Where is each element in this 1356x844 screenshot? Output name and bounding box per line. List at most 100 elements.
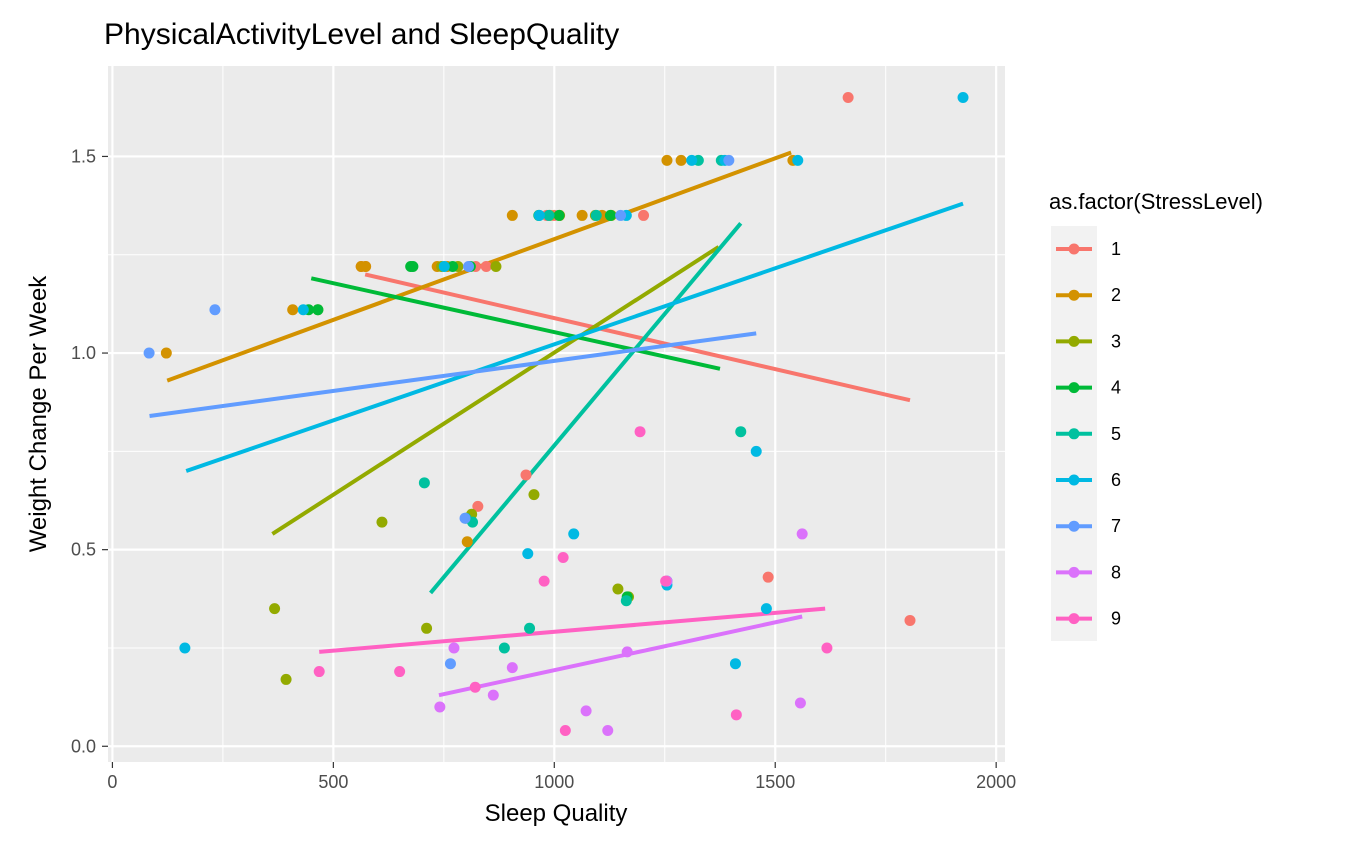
y-tick-label: 0.0: [71, 736, 96, 756]
data-point-stress-2: [506, 209, 518, 221]
data-point-stress-2: [360, 261, 372, 273]
y-tick-label: 1.5: [71, 146, 96, 166]
legend-label-8: 8: [1111, 562, 1121, 582]
data-point-stress-3: [612, 583, 624, 595]
data-point-stress-9: [538, 575, 550, 587]
data-point-stress-5: [590, 209, 602, 221]
legend-title: as.factor(StressLevel): [1049, 189, 1263, 214]
data-point-stress-1: [520, 469, 532, 481]
data-point-stress-6: [792, 154, 804, 166]
data-point-stress-7: [723, 154, 735, 166]
data-point-stress-9: [730, 709, 742, 721]
data-point-stress-7: [444, 658, 456, 670]
data-point-stress-6: [568, 528, 580, 540]
data-point-stress-8: [602, 725, 614, 737]
data-point-stress-6: [522, 548, 534, 560]
legend-key-point-5: [1068, 428, 1080, 440]
trend-line-stress-7: [149, 331, 757, 418]
legend-key-point-2: [1068, 289, 1080, 301]
data-point-stress-1: [904, 614, 916, 626]
data-point-stress-5: [620, 595, 632, 607]
data-point-stress-4: [407, 261, 419, 273]
data-point-stress-9: [469, 681, 481, 693]
data-point-stress-8: [794, 697, 806, 709]
data-point-stress-6: [729, 658, 741, 670]
data-point-stress-3: [528, 489, 540, 501]
data-point-stress-2: [661, 154, 673, 166]
data-point-stress-8: [506, 662, 518, 674]
legend-key-point-9: [1068, 613, 1080, 625]
legend-label-1: 1: [1111, 239, 1121, 259]
legend-key-point-4: [1068, 382, 1080, 394]
data-point-stress-4: [553, 209, 565, 221]
data-point-stress-2: [461, 536, 473, 548]
trend-line-stress-9: [319, 606, 826, 654]
trend-line-stress-8: [438, 614, 803, 698]
data-point-stress-6: [533, 209, 545, 221]
data-point-stress-9: [394, 666, 406, 678]
trend-line-stress-1: [364, 272, 911, 403]
data-point-stress-7: [463, 261, 475, 273]
legend-label-5: 5: [1111, 424, 1121, 444]
x-axis-title: Sleep Quality: [485, 800, 628, 827]
data-point-stress-5: [418, 477, 430, 489]
y-axis-title: Weight Change Per Week: [25, 275, 52, 553]
legend-key-point-6: [1068, 474, 1080, 486]
x-tick-label: 2000: [976, 772, 1016, 792]
data-point-stress-2: [675, 154, 687, 166]
legend: as.factor(StressLevel) 1 2 3 4 5 6 7 8 9: [1049, 189, 1263, 641]
data-point-stress-2: [160, 347, 172, 359]
data-point-stress-6: [438, 261, 450, 273]
data-point-stress-3: [490, 261, 502, 273]
data-point-stress-9: [557, 552, 569, 564]
data-point-stress-4: [447, 261, 459, 273]
data-point-stress-7: [209, 304, 221, 316]
data-point-stress-8: [621, 646, 633, 658]
data-point-stress-5: [543, 209, 555, 221]
data-point-stress-4: [312, 304, 324, 316]
data-point-stress-6: [297, 304, 309, 316]
legend-key-point-1: [1068, 243, 1080, 255]
y-tick-label: 0.5: [71, 540, 96, 560]
x-axis: 0 500 1000 1500 2000: [107, 762, 1016, 792]
legend-label-3: 3: [1111, 331, 1121, 351]
legend-label-4: 4: [1111, 378, 1121, 398]
trend-line-stress-4: [310, 276, 721, 371]
data-point-stress-3: [421, 622, 433, 634]
chart-title: PhysicalActivityLevel and SleepQuality: [104, 18, 619, 51]
data-point-stress-6: [957, 91, 969, 103]
legend-label-6: 6: [1111, 470, 1121, 490]
legend-key-point-7: [1068, 520, 1080, 532]
data-point-stress-9: [559, 725, 571, 737]
legend-items: 1 2 3 4 5 6 7 8 9: [1056, 239, 1121, 629]
data-point-stress-3: [280, 673, 292, 685]
data-points: [143, 91, 969, 737]
y-tick-label: 1.0: [71, 343, 96, 363]
data-point-stress-3: [269, 603, 281, 615]
x-tick-label: 1000: [534, 772, 574, 792]
data-point-stress-8: [448, 642, 460, 654]
data-point-stress-6: [179, 642, 191, 654]
data-point-stress-9: [821, 642, 833, 654]
data-point-stress-8: [487, 689, 499, 701]
legend-label-2: 2: [1111, 285, 1121, 305]
data-point-stress-5: [735, 426, 747, 438]
data-point-stress-1: [638, 209, 650, 221]
plot-panel: [108, 66, 1005, 762]
data-point-stress-5: [498, 642, 510, 654]
y-axis: 0.0 0.5 1.0 1.5: [71, 146, 108, 756]
legend-label-9: 9: [1111, 609, 1121, 629]
data-point-stress-7: [459, 512, 471, 524]
data-point-stress-1: [480, 261, 492, 273]
legend-label-7: 7: [1111, 516, 1121, 536]
data-point-stress-9: [313, 666, 325, 678]
x-tick-label: 1500: [755, 772, 795, 792]
x-tick-label: 0: [107, 772, 117, 792]
data-point-stress-6: [686, 154, 698, 166]
data-point-stress-6: [750, 445, 762, 457]
data-point-stress-4: [604, 209, 616, 221]
data-point-stress-1: [762, 571, 774, 583]
grid-minor: [108, 66, 1005, 762]
data-point-stress-3: [376, 516, 388, 528]
